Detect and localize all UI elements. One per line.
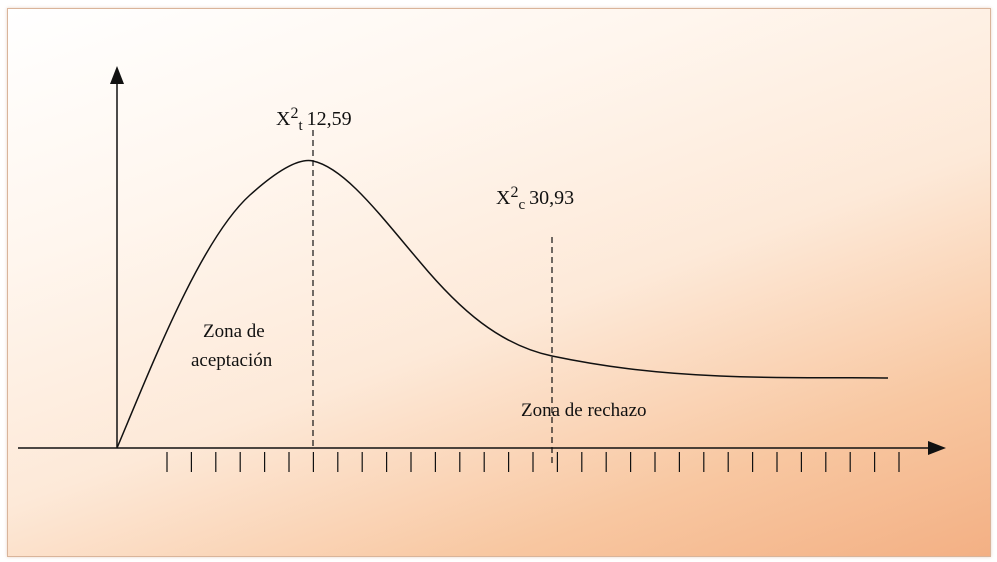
y-axis-arrowhead [110, 66, 124, 84]
distribution-curve [116, 159, 889, 449]
diagram-frame [7, 8, 991, 557]
acceptance-zone-label-line2: aceptación [191, 350, 273, 371]
critical-value-subscript: t [298, 118, 303, 134]
rejection-zone-label: Zona de rechazo [521, 400, 647, 421]
computed-value-label: X2c 30,93 [496, 184, 574, 213]
x-axis-arrowhead [928, 441, 946, 455]
computed-value-symbol: X [496, 187, 511, 209]
computed-value-subscript: c [518, 197, 525, 213]
critical-value-number: 12,59 [307, 108, 352, 130]
critical-value-superscript: 2 [290, 105, 298, 122]
x-axis-ticks [166, 452, 900, 472]
critical-value-label: X2t 12,59 [276, 105, 352, 134]
computed-value-superscript: 2 [510, 184, 518, 201]
acceptance-zone-label-line1: Zona de [203, 321, 265, 342]
computed-value-number: 30,93 [529, 187, 574, 209]
critical-value-symbol: X [276, 108, 291, 130]
